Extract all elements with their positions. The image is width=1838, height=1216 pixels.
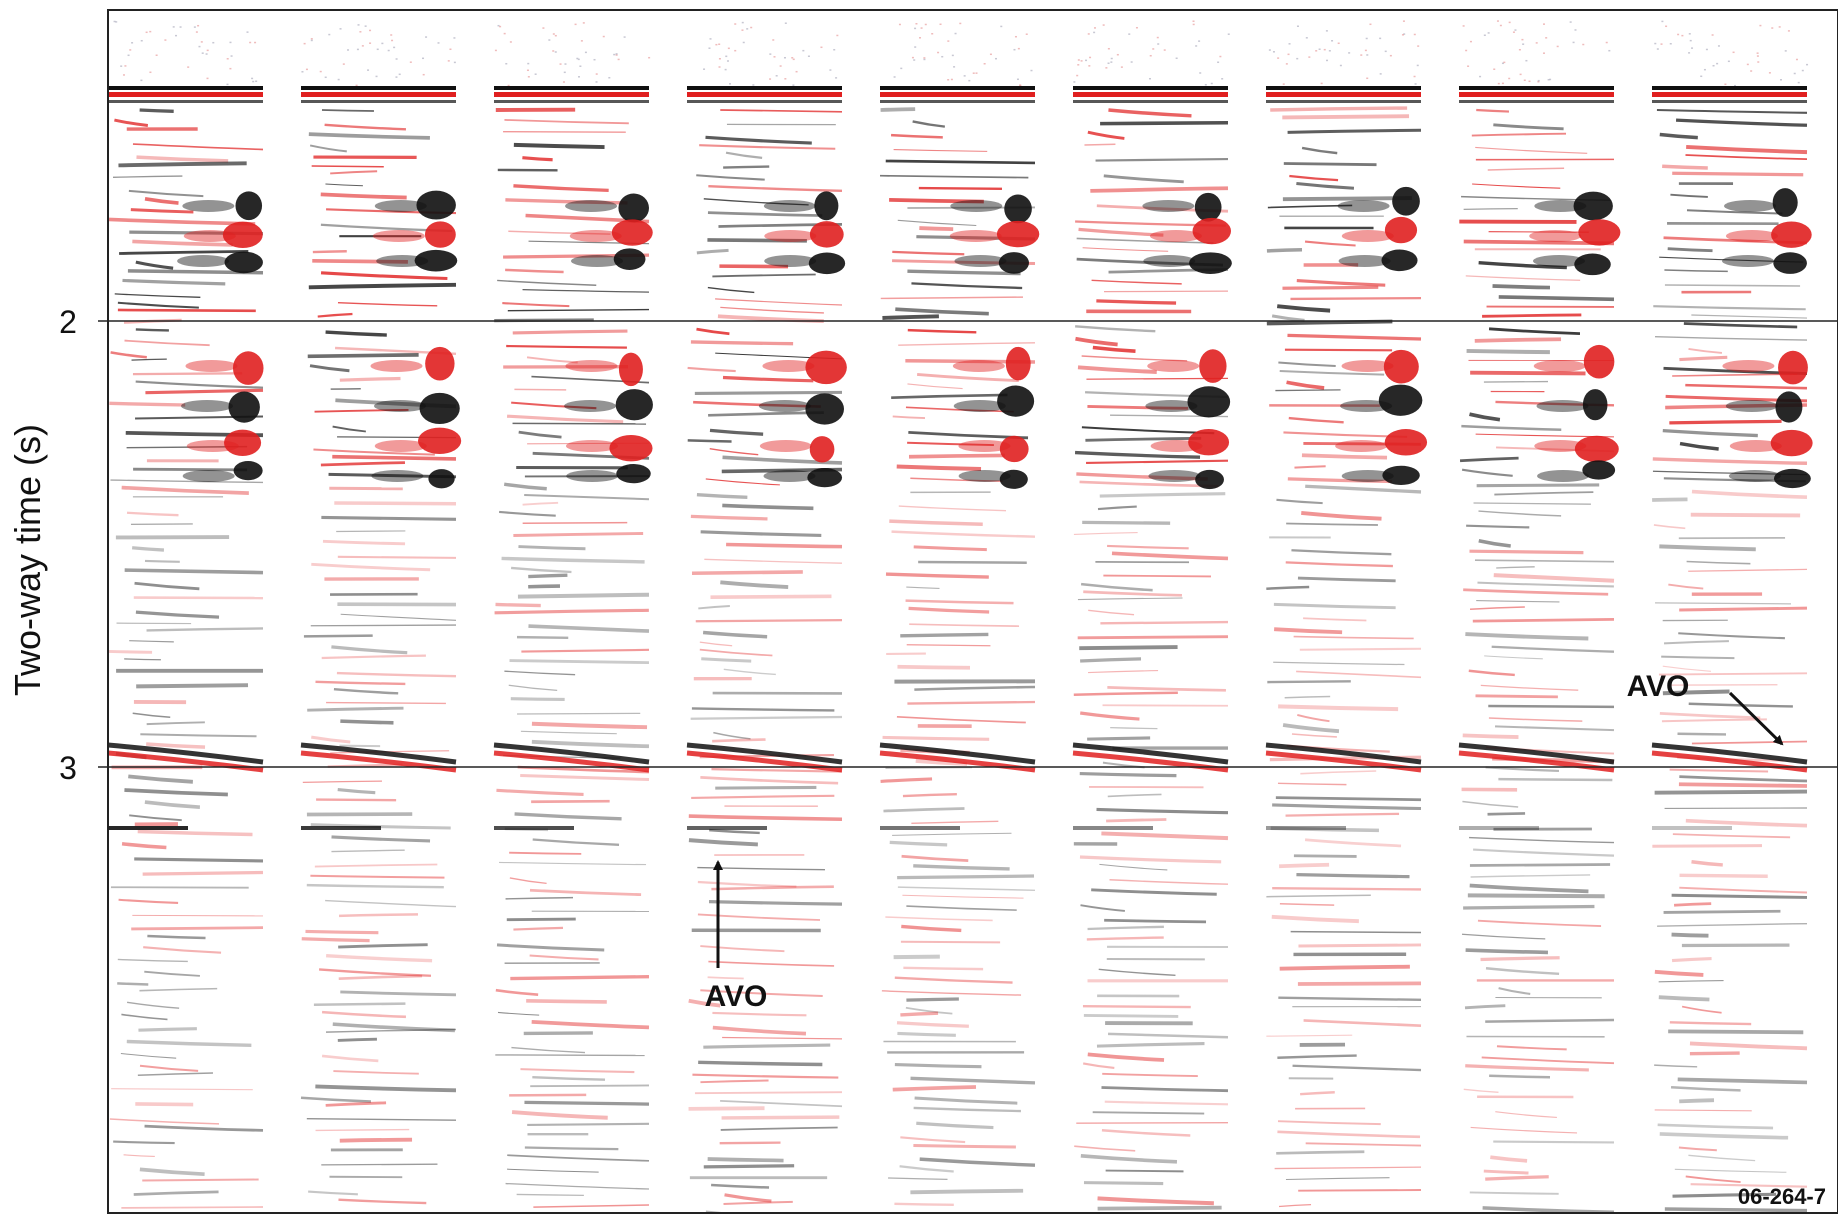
y-axis-label: Two-way time (s): [7, 424, 48, 696]
avo-label-2: AVO: [1627, 670, 1690, 703]
y-tick-2: 2: [59, 304, 77, 340]
figure-id: 06-264-7: [1738, 1184, 1826, 1209]
gather-panel: [1072, 20, 1232, 1211]
gather-panel: [1458, 20, 1621, 1213]
avo-arrow-2: [1728, 691, 1784, 746]
gather-panel: [1265, 20, 1428, 1208]
avo-label-1: AVO: [705, 980, 768, 1013]
gather-panels: [108, 20, 1813, 1213]
y-tick-3: 3: [59, 750, 77, 786]
plot-frame: [107, 9, 1838, 1214]
gather-panel: [108, 20, 264, 1209]
gather-panel: [1651, 20, 1813, 1213]
gather-panel: [879, 22, 1040, 1206]
gather-panel: [300, 24, 462, 1205]
gather-panel: [493, 22, 653, 1208]
gather-panel: [686, 21, 847, 1213]
